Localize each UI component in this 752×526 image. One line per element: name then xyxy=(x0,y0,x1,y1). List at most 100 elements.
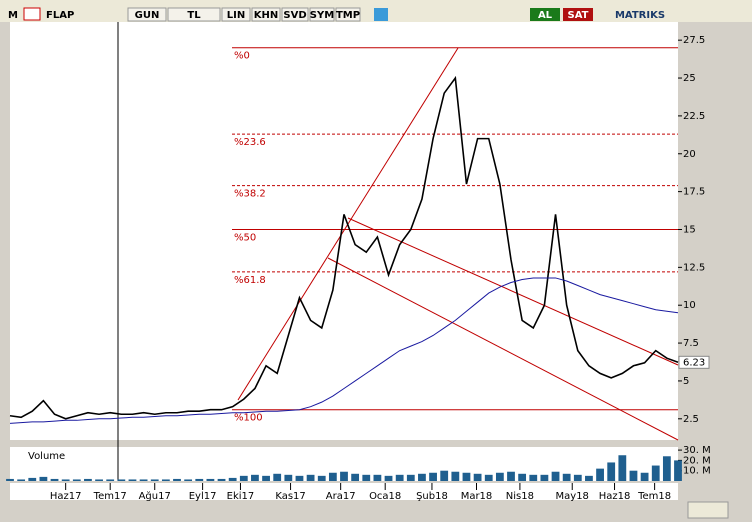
volume-bar xyxy=(507,471,515,481)
volume-bar xyxy=(95,479,103,481)
x-tick-label: Tem17 xyxy=(93,491,127,502)
toolbar-button-label: KHN xyxy=(254,10,279,21)
brand: MATRIKS xyxy=(615,10,665,21)
x-tick-label: Eki17 xyxy=(227,491,255,502)
fib-label: %50 xyxy=(234,232,256,243)
volume-bar xyxy=(618,455,627,481)
price-line xyxy=(9,75,679,420)
y-tick-label: 17.5 xyxy=(683,187,705,198)
volume-bar xyxy=(284,474,293,481)
toolbar-button-label: TMP xyxy=(336,10,360,21)
symbol[interactable]: FLAP xyxy=(46,10,74,21)
toolbar-button[interactable] xyxy=(251,7,281,22)
toolbar-button[interactable] xyxy=(167,7,221,22)
volume-bar xyxy=(406,474,415,481)
y-tick-label: 2.5 xyxy=(683,414,699,425)
volume-bar xyxy=(72,479,81,481)
volume-bar xyxy=(418,473,426,481)
toolbar-button[interactable] xyxy=(335,7,361,22)
buy-label: AL xyxy=(538,10,553,21)
x-tick-label: Oca18 xyxy=(369,491,401,502)
volume-bar xyxy=(674,460,682,481)
volume-bar xyxy=(640,472,649,481)
y-tick-label: 12.5 xyxy=(683,262,705,273)
volume-bar xyxy=(429,472,437,481)
volume-bar xyxy=(395,474,404,481)
volume-bar xyxy=(39,476,48,481)
volume-bar xyxy=(6,478,14,481)
volume-title: Volume xyxy=(28,451,65,462)
volume-bar xyxy=(662,456,671,481)
fib-label: %100 xyxy=(234,413,263,424)
nav-buttons[interactable] xyxy=(687,501,729,519)
volume-bar xyxy=(195,478,204,481)
volume-bar xyxy=(206,478,215,481)
volume-bar xyxy=(573,474,582,481)
volume-bar xyxy=(50,478,59,481)
x-tick-label: Eyl17 xyxy=(189,491,217,502)
sell-button[interactable] xyxy=(563,8,593,21)
x-tick-label: Haz17 xyxy=(50,491,82,502)
toolbar-button-label: TL xyxy=(187,10,201,21)
y-tick-label: 15 xyxy=(683,224,696,235)
volume-bar xyxy=(540,474,549,481)
twitter-icon[interactable] xyxy=(374,8,388,21)
y-tick-label: 5 xyxy=(683,376,689,387)
volume-bar xyxy=(128,479,137,481)
volume-bar xyxy=(184,479,193,481)
fib-label: %38.2 xyxy=(234,189,266,200)
volume-bar xyxy=(373,474,382,481)
volume-bar xyxy=(340,471,348,481)
price-line xyxy=(9,277,679,424)
toolbar-button[interactable] xyxy=(309,7,335,22)
toolbar-button-label: LIN xyxy=(227,10,245,21)
toolbar-button[interactable] xyxy=(127,7,167,22)
volume-bar xyxy=(84,478,92,481)
volume-bar xyxy=(328,472,337,481)
toolbar-button[interactable] xyxy=(281,7,309,22)
volume-bar xyxy=(440,470,449,481)
volume-bar xyxy=(61,479,70,481)
y-tick-label: 20 xyxy=(683,149,696,160)
y-tick-label: 25 xyxy=(683,73,696,84)
volume-bar xyxy=(529,474,538,481)
x-tick-label: Ara17 xyxy=(326,491,356,502)
volume-bar xyxy=(351,473,360,481)
x-tick-label: Kas17 xyxy=(275,491,305,502)
fib-label: %23.6 xyxy=(234,137,266,148)
buy-button[interactable] xyxy=(530,8,560,21)
volume-bar xyxy=(484,474,493,481)
last-price-label: 6.23 xyxy=(683,357,705,368)
volume-bar xyxy=(607,462,616,481)
volume-bar xyxy=(106,479,115,481)
x-tick-label: Şub18 xyxy=(416,491,448,502)
volume-bar xyxy=(384,475,393,481)
volume-bar xyxy=(596,468,604,481)
volume-bar xyxy=(239,475,248,481)
volume-bar xyxy=(228,477,237,481)
x-tick-label: Haz18 xyxy=(599,491,631,502)
volume-bar xyxy=(251,474,259,481)
volume-bar xyxy=(629,470,638,481)
volume-bar xyxy=(362,474,371,481)
logo: M xyxy=(8,10,18,21)
volume-bar xyxy=(462,472,471,481)
y-tick-label: 10 xyxy=(683,300,696,311)
toolbar-button-label: SVD xyxy=(283,10,306,21)
volume-bar xyxy=(262,475,270,481)
toolbar-button[interactable] xyxy=(221,7,251,22)
volume-bar xyxy=(17,479,26,481)
volume-bar xyxy=(473,473,482,481)
volume-bar xyxy=(273,473,282,481)
volume-bar xyxy=(150,479,159,481)
volume-bar xyxy=(451,471,460,481)
fib-label: %61.8 xyxy=(234,275,266,286)
toolbar-button-label: SYM xyxy=(310,10,334,21)
volume-bar xyxy=(651,465,660,481)
toolbar-button-label: GUN xyxy=(135,10,160,21)
x-axis-area xyxy=(10,483,678,500)
volume-bar xyxy=(317,475,326,481)
close-icon[interactable] xyxy=(23,7,41,21)
x-tick-label: Nis18 xyxy=(506,491,534,502)
